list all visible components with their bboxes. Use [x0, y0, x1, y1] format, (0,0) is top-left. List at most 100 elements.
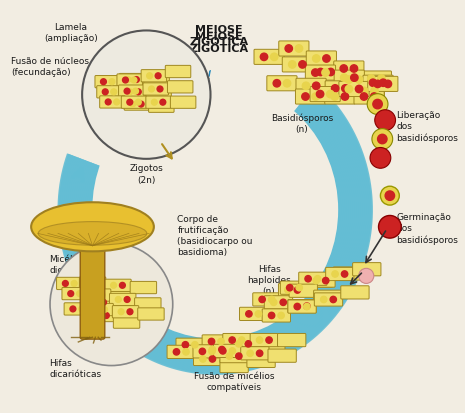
Circle shape — [380, 186, 399, 205]
Circle shape — [373, 100, 382, 109]
Circle shape — [226, 353, 232, 359]
Circle shape — [50, 243, 173, 366]
Circle shape — [131, 77, 137, 83]
Circle shape — [271, 53, 278, 61]
Circle shape — [149, 86, 154, 92]
FancyBboxPatch shape — [86, 296, 113, 309]
Text: MEIOSE
ZIGÓTICA: MEIOSE ZIGÓTICA — [189, 32, 249, 54]
FancyBboxPatch shape — [213, 344, 242, 358]
Text: Zigotos
(2n): Zigotos (2n) — [129, 164, 163, 185]
FancyBboxPatch shape — [280, 281, 309, 294]
FancyBboxPatch shape — [193, 352, 222, 366]
Circle shape — [135, 89, 141, 95]
Circle shape — [96, 287, 102, 293]
Circle shape — [345, 76, 352, 83]
Circle shape — [138, 101, 144, 107]
Circle shape — [229, 348, 236, 354]
Circle shape — [359, 268, 374, 283]
FancyBboxPatch shape — [165, 65, 191, 78]
Circle shape — [384, 80, 392, 88]
FancyBboxPatch shape — [306, 65, 336, 80]
Circle shape — [125, 77, 131, 83]
FancyBboxPatch shape — [167, 345, 195, 358]
FancyBboxPatch shape — [176, 338, 204, 351]
Circle shape — [332, 85, 339, 92]
Circle shape — [183, 349, 189, 355]
Circle shape — [100, 79, 106, 85]
Text: Fusão de núcleos
(fecundação): Fusão de núcleos (fecundação) — [11, 57, 89, 77]
Circle shape — [374, 80, 381, 88]
FancyBboxPatch shape — [363, 75, 393, 90]
Circle shape — [229, 337, 235, 343]
Circle shape — [103, 313, 109, 318]
FancyBboxPatch shape — [241, 347, 269, 360]
Circle shape — [294, 304, 300, 310]
Circle shape — [327, 68, 334, 76]
FancyBboxPatch shape — [143, 83, 168, 95]
Circle shape — [323, 278, 329, 284]
Circle shape — [105, 99, 111, 105]
Circle shape — [302, 82, 310, 90]
Circle shape — [294, 303, 300, 309]
Circle shape — [340, 65, 347, 72]
FancyBboxPatch shape — [334, 61, 364, 76]
FancyBboxPatch shape — [288, 299, 316, 313]
Circle shape — [317, 68, 324, 76]
FancyBboxPatch shape — [193, 345, 221, 358]
FancyBboxPatch shape — [146, 85, 171, 98]
FancyBboxPatch shape — [141, 70, 166, 82]
Circle shape — [82, 31, 211, 159]
FancyBboxPatch shape — [144, 71, 169, 83]
Circle shape — [94, 280, 100, 286]
Circle shape — [247, 350, 253, 356]
FancyBboxPatch shape — [262, 309, 291, 322]
Circle shape — [124, 297, 130, 302]
FancyBboxPatch shape — [167, 81, 193, 93]
FancyBboxPatch shape — [279, 41, 309, 56]
FancyBboxPatch shape — [117, 74, 142, 86]
FancyBboxPatch shape — [230, 348, 258, 361]
Circle shape — [351, 74, 358, 81]
FancyBboxPatch shape — [87, 304, 113, 316]
FancyBboxPatch shape — [352, 263, 381, 276]
Circle shape — [355, 85, 363, 93]
FancyBboxPatch shape — [80, 277, 106, 289]
FancyBboxPatch shape — [368, 76, 398, 91]
Circle shape — [299, 61, 306, 68]
Circle shape — [100, 299, 106, 305]
Circle shape — [236, 353, 242, 359]
Circle shape — [341, 271, 348, 277]
Circle shape — [379, 79, 387, 86]
FancyBboxPatch shape — [64, 303, 91, 315]
FancyBboxPatch shape — [229, 337, 258, 351]
FancyBboxPatch shape — [121, 85, 147, 98]
FancyBboxPatch shape — [89, 309, 115, 322]
Circle shape — [371, 87, 378, 95]
Circle shape — [379, 216, 401, 238]
Text: Fusão de micélios
compatíveis: Fusão de micélios compatíveis — [194, 372, 274, 392]
Circle shape — [340, 74, 348, 81]
Circle shape — [360, 87, 368, 95]
Circle shape — [209, 356, 216, 362]
FancyBboxPatch shape — [299, 272, 327, 285]
Circle shape — [330, 296, 336, 303]
FancyBboxPatch shape — [314, 293, 343, 306]
Circle shape — [375, 110, 396, 131]
Circle shape — [93, 306, 99, 313]
Circle shape — [87, 287, 93, 293]
Circle shape — [182, 342, 189, 348]
FancyBboxPatch shape — [267, 76, 297, 91]
Circle shape — [245, 341, 252, 347]
Text: Basidiósporos
(n): Basidiósporos (n) — [271, 114, 333, 134]
Circle shape — [79, 306, 85, 312]
FancyBboxPatch shape — [361, 71, 392, 86]
FancyBboxPatch shape — [105, 279, 131, 292]
FancyBboxPatch shape — [326, 267, 354, 280]
Circle shape — [268, 312, 275, 318]
FancyBboxPatch shape — [333, 267, 362, 280]
FancyBboxPatch shape — [113, 316, 140, 328]
Ellipse shape — [31, 202, 154, 252]
FancyBboxPatch shape — [334, 70, 365, 85]
Circle shape — [255, 311, 262, 317]
Circle shape — [314, 275, 321, 282]
